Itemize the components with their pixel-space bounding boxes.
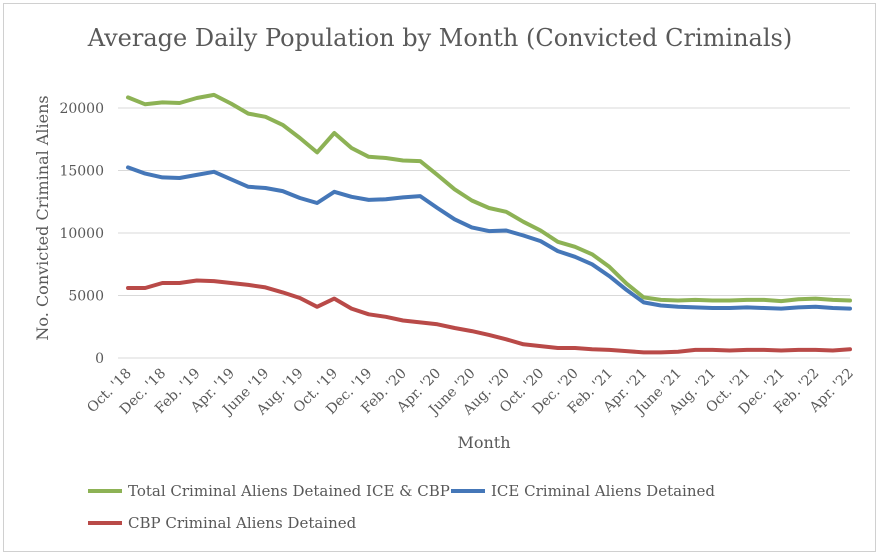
legend-label: ICE Criminal Aliens Detained [491,482,715,500]
series-line-1 [126,92,852,304]
y-tick-label: 20000 [59,101,104,117]
y-tick-label: 10000 [59,226,104,242]
legend-label: CBP Criminal Aliens Detained [128,514,357,532]
gridlines [118,107,850,359]
legend: Total Criminal Aliens Detained ICE & CBP… [88,482,715,532]
y-tick-label: 5000 [68,289,104,305]
y-tick-labels: 0 5000 10000 15000 20000 [59,101,104,367]
legend-label: Total Criminal Aliens Detained ICE & CBP [128,482,450,500]
y-axis-title: No. Convicted Criminal Aliens [33,95,52,340]
chart-frame [3,3,876,552]
y-tick-label: 0 [95,351,104,367]
y-tick-label: 15000 [59,164,104,180]
chart-title: Average Daily Population by Month (Convi… [87,24,792,52]
x-axis-title: Month [457,433,510,452]
series-line-2 [126,165,852,311]
series-line-3 [126,278,852,355]
data-series [126,92,852,355]
